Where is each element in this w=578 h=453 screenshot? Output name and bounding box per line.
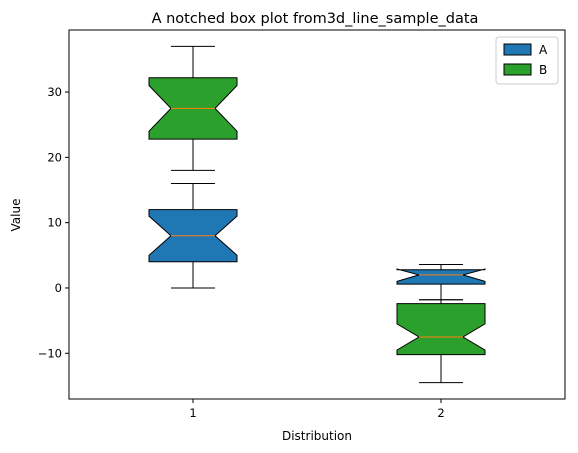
y-tick-label: 10 bbox=[47, 216, 62, 230]
notched-box bbox=[396, 268, 486, 285]
y-tick-label: 0 bbox=[55, 281, 62, 295]
legend-swatch-A bbox=[503, 43, 532, 56]
box-A-1 bbox=[148, 182, 238, 289]
legend: AB bbox=[495, 36, 559, 85]
x-tick-label: 1 bbox=[189, 406, 196, 420]
plot-area bbox=[68, 29, 566, 400]
boxes-layer bbox=[148, 45, 486, 384]
legend-label-A: A bbox=[539, 43, 548, 57]
x-tick-label: 2 bbox=[437, 406, 444, 420]
y-tick-label: 30 bbox=[47, 85, 62, 99]
chart-title: A notched box plot from3d_line_sample_da… bbox=[152, 11, 479, 27]
y-axis: −10 0 10 20 30 bbox=[38, 85, 69, 360]
x-axis-label: Distribution bbox=[282, 429, 352, 443]
y-tick-label: 20 bbox=[47, 150, 62, 164]
y-axis-label: Value bbox=[9, 199, 23, 232]
legend-label-B: B bbox=[539, 63, 547, 77]
notched-box bbox=[396, 303, 486, 356]
box-B-2 bbox=[396, 299, 486, 384]
box-B-1 bbox=[148, 45, 238, 171]
legend-swatch-B bbox=[503, 63, 532, 76]
y-tick-label: −10 bbox=[38, 346, 62, 360]
